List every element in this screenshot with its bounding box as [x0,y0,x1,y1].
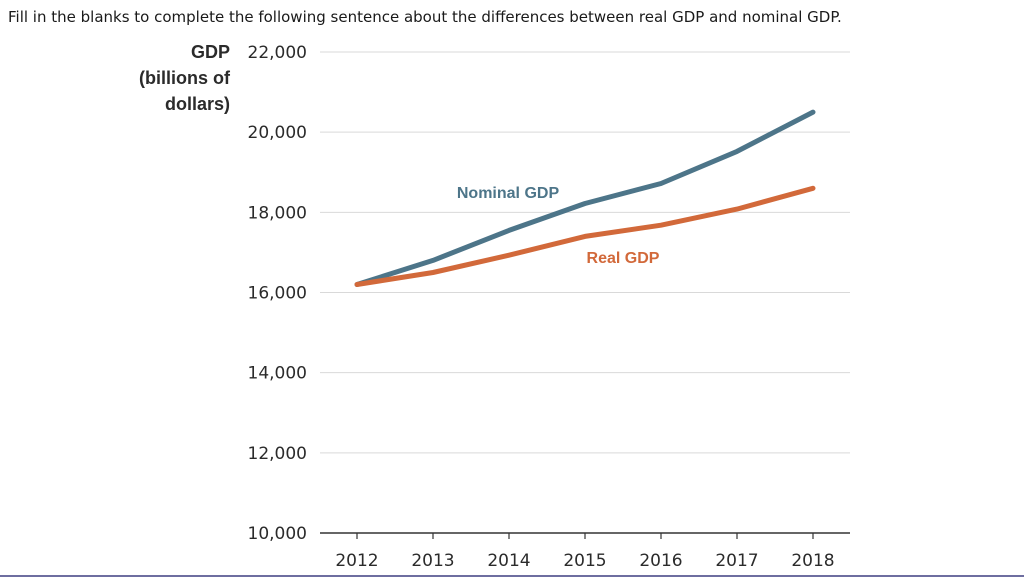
series-line-real-gdp [354,185,816,287]
y-tick-label-16000: 16,000 [248,284,307,304]
series-label-nominal-gdp: Nominal GDP [457,185,560,202]
x-tick-label-2017: 2017 [715,551,758,571]
y-tick-label-10000: 10,000 [248,524,307,544]
y-tick-label-18000: 18,000 [248,203,307,223]
series-line-nominal-gdp [354,109,816,287]
x-tick-label-2018: 2018 [791,551,834,571]
y-axis-title-line-1: GDP [191,42,230,62]
y-tick-label-22000: 22,000 [248,43,307,63]
series-label-real-gdp: Real GDP [587,250,660,267]
y-tick-label-14000: 14,000 [248,364,307,384]
x-tick-label-2014: 2014 [487,551,530,571]
x-tick-label-2016: 2016 [639,551,682,571]
x-tick-label-2015: 2015 [563,551,606,571]
y-tick-label-20000: 20,000 [248,123,307,143]
question-text: Fill in the blanks to complete the follo… [8,8,842,26]
x-tick-label-2012: 2012 [335,551,378,571]
x-tick-label-2013: 2013 [411,551,454,571]
bottom-divider [0,575,1024,577]
y-axis-title-line-3: dollars) [165,94,230,114]
y-tick-label-12000: 12,000 [248,444,307,464]
y-axis-title-line-2: (billions of [139,68,231,88]
